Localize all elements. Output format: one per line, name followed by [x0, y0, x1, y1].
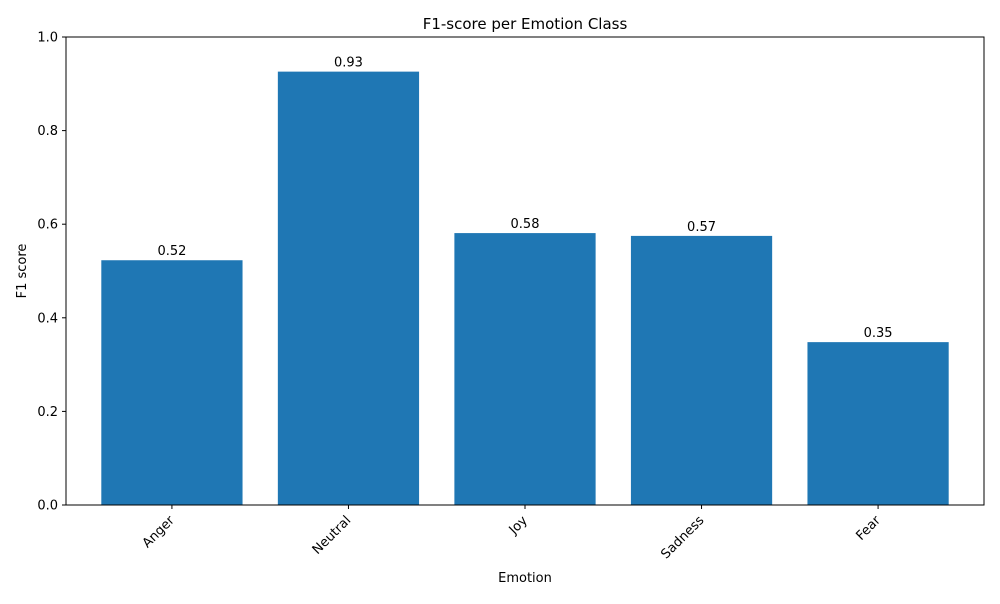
data-label-sadness: 0.57	[687, 220, 716, 235]
x-tick-label-fear: Fear	[853, 513, 884, 544]
bar-sadness	[630, 235, 773, 505]
data-label-anger: 0.52	[157, 244, 186, 259]
bar-joy	[454, 233, 596, 506]
data-label-neutral: 0.93	[334, 56, 363, 71]
x-tick-label-neutral: Neutral	[310, 513, 355, 558]
x-axis-ticks: Anger Neutral Joy Sadness Fear	[140, 505, 884, 562]
y-tick-label: 0.2	[37, 405, 58, 420]
y-axis-ticks: 0.0 0.2 0.4 0.6 0.8 1.0	[37, 31, 66, 514]
bars-layer	[101, 71, 949, 506]
bar-neutral	[277, 71, 420, 505]
y-tick-label: 1.0	[37, 31, 58, 46]
plot-area-frame	[65, 36, 985, 506]
y-tick-label: 0.8	[37, 124, 58, 139]
y-axis-label: F1 score	[15, 244, 30, 299]
data-label-fear: 0.35	[864, 326, 893, 341]
x-axis-label: Emotion	[498, 571, 552, 586]
data-label-joy: 0.58	[511, 217, 540, 232]
x-tick-label-joy: Joy	[506, 513, 531, 538]
y-tick-label: 0.4	[37, 311, 58, 326]
y-tick-label: 0.0	[37, 499, 58, 514]
x-tick-label-anger: Anger	[140, 513, 178, 551]
x-tick-label-sadness: Sadness	[658, 513, 707, 562]
y-tick-label: 0.6	[37, 218, 58, 233]
chart-title: F1-score per Emotion Class	[423, 15, 628, 33]
bar-fear	[807, 342, 949, 505]
bar-anger	[101, 260, 243, 505]
data-labels-layer: 0.52 0.93 0.58 0.57 0.35	[157, 56, 892, 342]
